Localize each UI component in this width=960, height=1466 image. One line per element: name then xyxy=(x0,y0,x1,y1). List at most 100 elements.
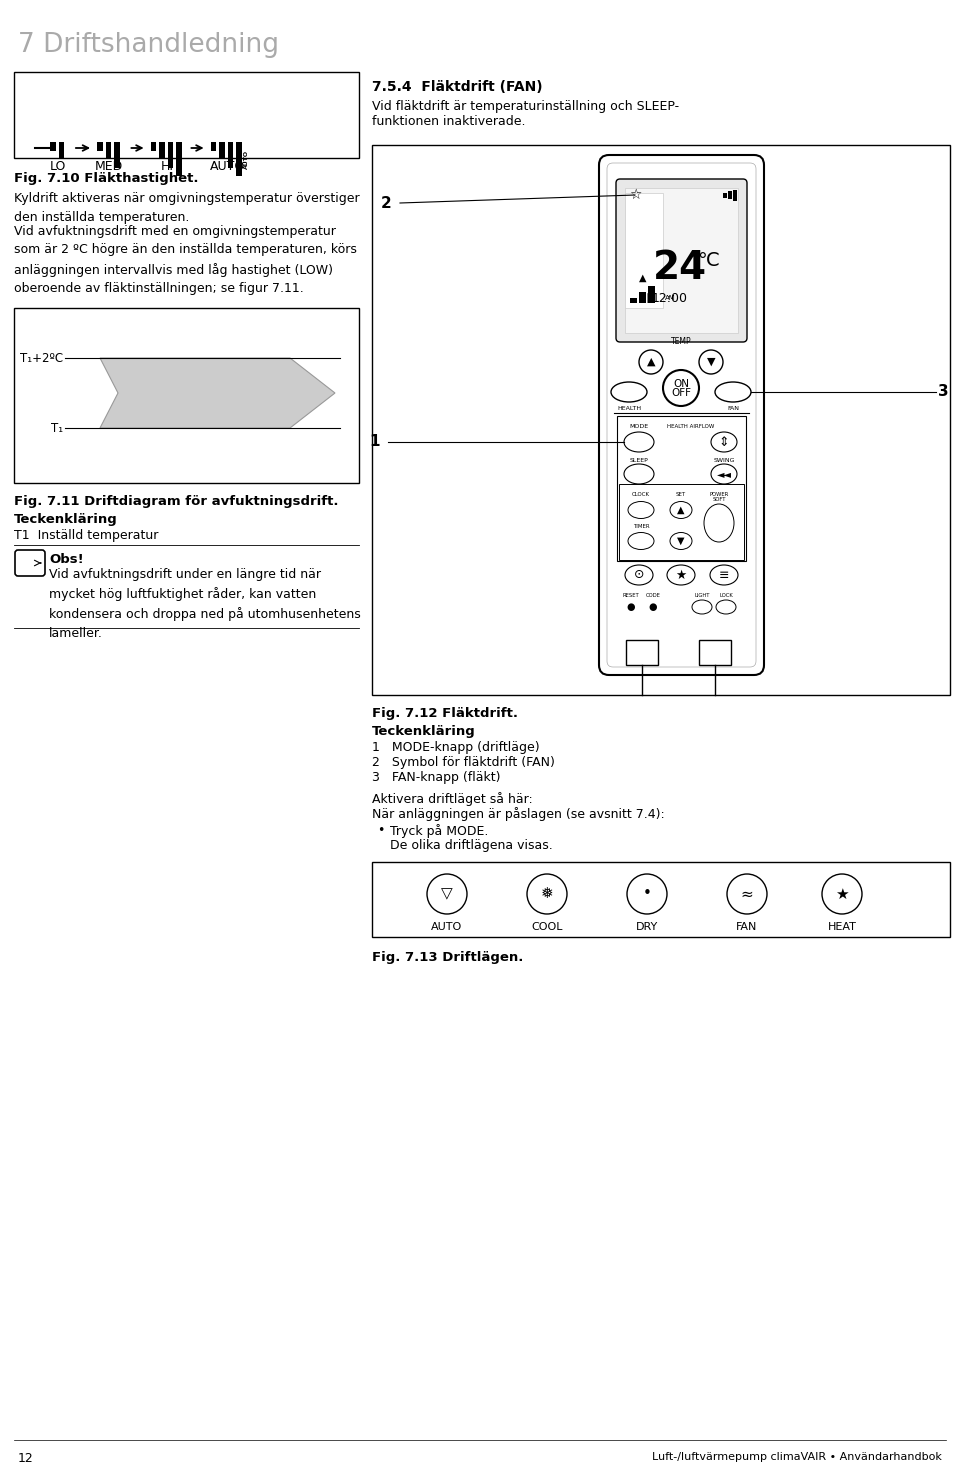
Text: CLOCK: CLOCK xyxy=(632,493,650,497)
Ellipse shape xyxy=(628,501,654,519)
Text: Luft-/luftvärmepump climaVAIR • Användarhandbok: Luft-/luftvärmepump climaVAIR • Användar… xyxy=(652,1451,942,1462)
Bar xyxy=(639,292,646,303)
Bar xyxy=(625,188,738,333)
Ellipse shape xyxy=(710,564,738,585)
Text: T₁: T₁ xyxy=(51,422,63,434)
Ellipse shape xyxy=(670,532,692,550)
Text: LIGHT: LIGHT xyxy=(694,594,709,598)
Ellipse shape xyxy=(704,504,734,542)
Text: Fig. 7.12 Fläktdrift.: Fig. 7.12 Fläktdrift. xyxy=(372,707,518,720)
Text: Teckenkläring: Teckenkläring xyxy=(372,726,476,737)
Bar xyxy=(617,416,746,561)
FancyBboxPatch shape xyxy=(626,641,658,666)
Text: ★: ★ xyxy=(676,569,686,582)
Text: Kyldrift aktiveras när omgivningstemperatur överstiger
den inställda temperature: Kyldrift aktiveras när omgivningstempera… xyxy=(14,192,360,223)
Circle shape xyxy=(427,874,467,913)
Text: ●: ● xyxy=(649,603,658,611)
Bar xyxy=(219,142,225,158)
FancyBboxPatch shape xyxy=(15,550,45,576)
Text: 7 Driftshandledning: 7 Driftshandledning xyxy=(18,32,279,59)
Text: SLEEP: SLEEP xyxy=(630,457,648,463)
Text: AM: AM xyxy=(664,295,676,301)
Text: •: • xyxy=(642,887,652,902)
Text: ON: ON xyxy=(673,380,689,388)
Ellipse shape xyxy=(624,465,654,484)
Text: Teckenkläring: Teckenkläring xyxy=(14,513,118,526)
Ellipse shape xyxy=(625,564,653,585)
Text: SET: SET xyxy=(676,493,686,497)
Circle shape xyxy=(639,350,663,374)
Text: funktionen inaktiverade.: funktionen inaktiverade. xyxy=(372,114,525,128)
Text: 3: 3 xyxy=(938,384,948,400)
Text: TIMER: TIMER xyxy=(633,523,649,529)
Text: FAN: FAN xyxy=(727,406,739,410)
Text: Fig. 7.11 Driftdiagram för avfuktningsdrift.: Fig. 7.11 Driftdiagram för avfuktningsdr… xyxy=(14,496,339,509)
Text: ▼: ▼ xyxy=(677,537,684,545)
FancyBboxPatch shape xyxy=(699,641,731,666)
Text: SWING: SWING xyxy=(713,457,734,463)
Text: Fig. 7.13 Driftlägen.: Fig. 7.13 Driftlägen. xyxy=(372,951,523,965)
Text: HEALTH AIRFLOW: HEALTH AIRFLOW xyxy=(667,424,714,430)
Text: FAN: FAN xyxy=(736,922,757,932)
Text: COOL: COOL xyxy=(531,922,563,932)
Text: Vid avfuktningsdrift under en längre tid när
mycket hög luftfuktighet råder, kan: Vid avfuktningsdrift under en längre tid… xyxy=(49,567,361,639)
Text: T1  Inställd temperatur: T1 Inställd temperatur xyxy=(14,529,158,542)
Text: ℃: ℃ xyxy=(697,251,719,270)
Bar xyxy=(97,142,103,151)
Text: DRY: DRY xyxy=(636,922,659,932)
Text: AUTO: AUTO xyxy=(244,150,249,169)
Ellipse shape xyxy=(624,432,654,452)
Bar xyxy=(14,72,359,158)
Circle shape xyxy=(699,350,723,374)
Ellipse shape xyxy=(711,432,737,452)
Circle shape xyxy=(727,874,767,913)
Text: RESET: RESET xyxy=(623,594,639,598)
Text: 24: 24 xyxy=(653,249,708,287)
Ellipse shape xyxy=(711,465,737,484)
Ellipse shape xyxy=(667,564,695,585)
Text: •: • xyxy=(377,824,384,837)
Text: OFF: OFF xyxy=(671,388,691,397)
Text: ☆: ☆ xyxy=(629,188,641,202)
FancyBboxPatch shape xyxy=(607,163,756,667)
Text: 7.5.4  Fläktdrift (FAN): 7.5.4 Fläktdrift (FAN) xyxy=(372,81,542,94)
Text: ≡: ≡ xyxy=(719,569,730,582)
Text: ⌚: ⌚ xyxy=(647,293,654,303)
Text: 2   Symbol för fläktdrift (FAN): 2 Symbol för fläktdrift (FAN) xyxy=(372,756,555,770)
Bar xyxy=(151,142,156,151)
Text: MODE: MODE xyxy=(630,424,649,430)
FancyBboxPatch shape xyxy=(599,155,764,674)
Circle shape xyxy=(663,369,699,406)
Text: AUTO: AUTO xyxy=(210,160,245,173)
Bar xyxy=(648,286,655,303)
Bar xyxy=(159,142,165,158)
Text: Aktivera driftläget så här:: Aktivera driftläget så här: xyxy=(372,792,533,806)
Text: 2: 2 xyxy=(381,195,392,211)
Bar xyxy=(236,142,242,176)
Ellipse shape xyxy=(670,501,692,519)
Text: 1   MODE-knapp (driftläge): 1 MODE-knapp (driftläge) xyxy=(372,740,540,754)
Ellipse shape xyxy=(692,600,712,614)
Text: T₁+2ºC: T₁+2ºC xyxy=(20,352,63,365)
Bar xyxy=(114,142,120,167)
Ellipse shape xyxy=(628,532,654,550)
Text: De olika driftlägena visas.: De olika driftlägena visas. xyxy=(390,839,553,852)
Text: AUTO: AUTO xyxy=(431,922,463,932)
Text: Vid fläktdrift är temperaturinställning och SLEEP-: Vid fläktdrift är temperaturinställning … xyxy=(372,100,679,113)
Text: ⇕: ⇕ xyxy=(719,435,730,449)
Text: 12:00: 12:00 xyxy=(652,292,688,305)
Bar xyxy=(167,142,174,167)
Text: ❅: ❅ xyxy=(540,887,553,902)
Bar xyxy=(372,862,950,937)
FancyBboxPatch shape xyxy=(616,179,747,342)
Ellipse shape xyxy=(716,600,736,614)
Bar xyxy=(733,189,736,201)
Bar xyxy=(59,142,64,158)
Bar xyxy=(723,192,727,198)
Text: ★: ★ xyxy=(835,887,849,902)
Text: CODE: CODE xyxy=(645,594,660,598)
Text: ⊙: ⊙ xyxy=(634,569,644,582)
Bar xyxy=(630,298,637,303)
Text: HI: HI xyxy=(161,160,174,173)
Text: 1: 1 xyxy=(370,434,380,450)
